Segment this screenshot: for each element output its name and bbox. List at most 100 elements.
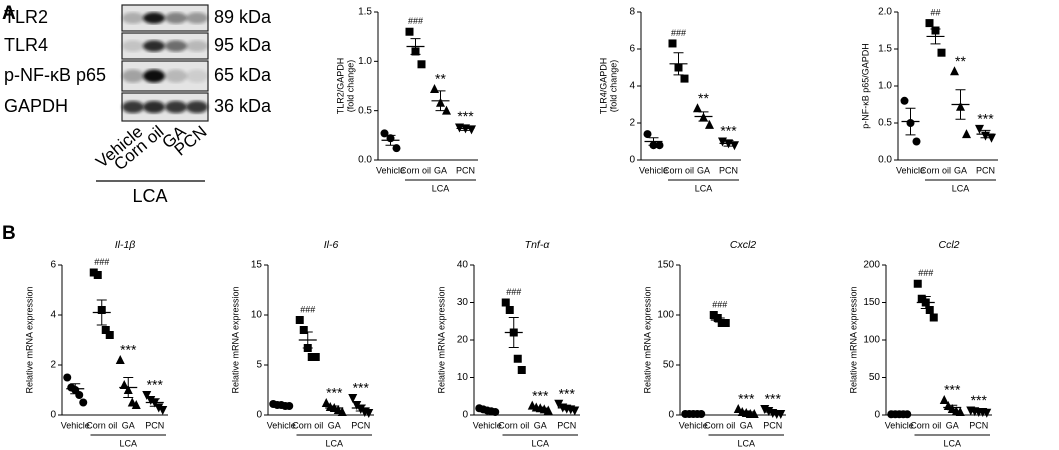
data-point xyxy=(939,395,949,404)
y-tick-label: 0 xyxy=(462,410,468,421)
protein-label: p-NF-κB p65 xyxy=(4,65,106,85)
error-bar xyxy=(673,52,684,76)
x-tick-label: GA xyxy=(122,420,135,430)
y-tick-label: 2 xyxy=(50,360,56,371)
y-axis-label: TLR2/GAPDH xyxy=(335,58,345,115)
data-point xyxy=(93,271,102,279)
y-tick-label: 150 xyxy=(863,297,880,308)
y-axis-label: p-NF-κB p65/GAPDH xyxy=(860,43,870,129)
x-tick-label: Corn oil xyxy=(292,420,323,430)
y-tick-label: 150 xyxy=(657,260,674,271)
significance: ### xyxy=(94,257,109,267)
blot-band xyxy=(143,12,165,24)
x-tick-label: Vehicle xyxy=(376,165,405,175)
data-point xyxy=(321,398,331,407)
data-point xyxy=(131,400,141,409)
significance: ### xyxy=(408,16,423,26)
chart: 0 50 100 150 200 Relative mRNA expression Ccl2… xyxy=(848,239,992,448)
chart: 0 2 4 6 Relative mRNA expression Il-1β Vehicle… xyxy=(24,239,168,448)
x-tick-label: GA xyxy=(534,420,547,430)
y-tick-label: 1.5 xyxy=(358,7,372,18)
data-point xyxy=(348,394,358,403)
data-point xyxy=(900,96,909,105)
significance: *** xyxy=(738,391,755,407)
data-point xyxy=(543,405,553,415)
error-bar xyxy=(355,404,366,412)
x-tick-label: GA xyxy=(434,165,447,175)
error-bar xyxy=(698,111,709,122)
error-bar xyxy=(460,125,471,131)
chart-title: Tnf-α xyxy=(525,239,551,251)
blot-band xyxy=(186,69,208,83)
y-tick-label: 20 xyxy=(457,335,469,346)
error-bar xyxy=(276,404,287,406)
x-tick-label: PCN xyxy=(557,420,576,430)
significance: *** xyxy=(971,392,988,408)
y-axis-label: (fold change) xyxy=(608,60,618,113)
chart: 0 5 10 15 Relative mRNA expression Il-6 Vehicl… xyxy=(230,239,374,448)
data-point xyxy=(570,406,580,416)
y-tick-label: 8 xyxy=(629,7,635,18)
data-point xyxy=(749,409,759,418)
y-tick-label: 10 xyxy=(457,372,469,383)
error-bar xyxy=(973,410,984,413)
protein-label: TLR4 xyxy=(4,35,48,55)
y-tick-label: 100 xyxy=(657,310,674,321)
x-tick-label: Vehicle xyxy=(896,165,925,175)
y-tick-label: 0.5 xyxy=(878,118,892,129)
data-point xyxy=(987,133,996,143)
data-point xyxy=(680,74,689,83)
significance: *** xyxy=(977,111,994,127)
error-bar xyxy=(149,398,160,407)
blot-band xyxy=(143,40,165,52)
error-bar xyxy=(302,331,313,349)
y-axis-label: Relative mRNA expression xyxy=(24,286,34,393)
group-label: LCA xyxy=(695,183,713,193)
data-point xyxy=(142,391,152,400)
data-point xyxy=(955,407,965,416)
y-tick-label: 1.0 xyxy=(878,81,892,92)
x-tick-label: Corn oil xyxy=(704,420,735,430)
group-label: LCA xyxy=(432,183,450,193)
data-point xyxy=(467,125,476,135)
data-point xyxy=(299,326,308,334)
data-point xyxy=(975,124,984,134)
error-bar xyxy=(905,107,916,136)
error-bar xyxy=(385,134,396,146)
significance: *** xyxy=(765,391,782,407)
x-tick-label: Corn oil xyxy=(663,165,694,175)
x-tick-label: GA xyxy=(697,165,710,175)
error-bar xyxy=(723,140,734,147)
data-point xyxy=(517,366,526,374)
blot-band xyxy=(143,69,165,83)
y-tick-label: 0 xyxy=(256,410,262,421)
y-tick-label: 0 xyxy=(50,410,56,421)
data-point xyxy=(721,319,730,327)
size-label: 95 kDa xyxy=(214,35,272,55)
y-tick-label: 5 xyxy=(256,360,262,371)
y-tick-label: 0 xyxy=(668,410,674,421)
data-point xyxy=(937,48,946,57)
x-tick-label: Corn oil xyxy=(86,420,117,430)
x-tick-label: Vehicle xyxy=(267,420,296,430)
blot-band xyxy=(186,100,208,114)
blot-band xyxy=(122,40,144,52)
data-point xyxy=(295,316,304,324)
x-tick-label: Vehicle xyxy=(885,420,914,430)
y-tick-label: 6 xyxy=(629,44,635,55)
significance: ** xyxy=(435,71,446,87)
x-tick-label: Vehicle xyxy=(473,420,502,430)
blot-band xyxy=(186,12,208,24)
data-point xyxy=(442,105,451,115)
x-tick-label: Vehicle xyxy=(679,420,708,430)
y-tick-label: 10 xyxy=(251,310,263,321)
x-tick-label: GA xyxy=(328,420,341,430)
data-point xyxy=(962,129,971,139)
blot-band xyxy=(122,100,144,114)
error-bar xyxy=(767,410,778,414)
y-tick-label: 200 xyxy=(863,260,880,271)
significance: *** xyxy=(944,382,961,398)
data-point xyxy=(950,66,959,76)
data-point xyxy=(491,408,500,416)
y-tick-label: 0.0 xyxy=(358,155,372,166)
